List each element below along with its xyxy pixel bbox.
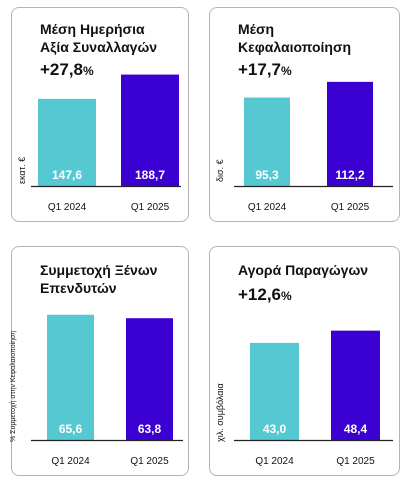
bar-value-label: 147,6 <box>52 168 82 182</box>
chart-panel-derivatives: Αγορά Παραγώγων +12,6% χιλ. συμβόλαια 43… <box>209 246 400 476</box>
bar-chart: 147,6 Q1 2024 188,7 Q1 2025 <box>31 74 181 213</box>
bar-chart: 43,0 Q1 2024 48,4 Q1 2025 <box>234 330 393 467</box>
panel-title-line1: Συμμετοχή Ξένων <box>40 262 158 278</box>
bar-q1-2024 <box>47 314 94 440</box>
bar-q1-2024 <box>244 97 290 186</box>
panel-title: Μέση Ημερήσια Αξία Συναλλαγών <box>40 20 157 56</box>
bar-value-label: 48,4 <box>344 422 368 436</box>
category-label: Q1 2024 <box>48 202 87 213</box>
change-value: +17,7 <box>238 60 282 79</box>
bar-q1-2025 <box>126 318 173 440</box>
bar-q1-2025 <box>327 81 373 186</box>
change-unit: % <box>281 64 292 78</box>
panel-title: Μέση Κεφαλαιοποίηση <box>238 20 351 56</box>
panel-title-line1: Μέση Ημερήσια <box>40 21 145 37</box>
panel-title-line1: Αγορά Παραγώγων <box>238 262 369 278</box>
change-percent: +17,7% <box>238 60 292 81</box>
bar-value-label: 188,7 <box>135 168 165 182</box>
change-unit: % <box>281 289 292 303</box>
chart-panel-market-cap: Μέση Κεφαλαιοποίηση +17,7% δισ. € 95,3 Q1… <box>209 7 400 222</box>
category-label: Q1 2024 <box>51 456 90 467</box>
chart-panel-foreign-investors: Συμμετοχή Ξένων Επενδυτών % Συμμετοχή στ… <box>10 246 189 476</box>
panel-title-line2: Κεφαλαιοποίηση <box>238 39 352 55</box>
category-label: Q1 2025 <box>131 202 170 213</box>
change-value: +12,6 <box>238 285 282 304</box>
change-unit: % <box>83 64 94 78</box>
bar-chart: 95,3 Q1 2024 112,2 Q1 2025 <box>234 81 393 213</box>
category-label: Q1 2025 <box>336 456 375 467</box>
category-label: Q1 2025 <box>331 202 370 213</box>
bar-chart: 65,6 Q1 2024 63,8 Q1 2025 <box>31 314 183 467</box>
chart-panel-daily-value: Μέση Ημερήσια Αξία Συναλλαγών +27,8% εκα… <box>11 7 189 222</box>
bar-value-label: 95,3 <box>255 168 279 182</box>
panel-title: Αγορά Παραγώγων <box>238 261 368 279</box>
change-value: +27,8 <box>40 60 84 79</box>
bar-q1-2024 <box>38 98 96 186</box>
bar-value-label: 65,6 <box>59 422 83 436</box>
change-percent: +12,6% <box>238 285 292 306</box>
bar-value-label: 63,8 <box>138 422 162 436</box>
category-label: Q1 2024 <box>248 202 287 213</box>
panel-title-line2: Αξία Συναλλαγών <box>40 39 158 55</box>
change-percent: +27,8% <box>40 60 94 81</box>
bar-value-label: 112,2 <box>335 168 365 182</box>
panel-title: Συμμετοχή Ξένων Επενδυτών <box>40 261 157 297</box>
bar-q1-2024 <box>250 342 299 440</box>
panel-title-line2: Επενδυτών <box>40 280 117 296</box>
bar-q1-2025 <box>121 74 179 186</box>
category-label: Q1 2025 <box>130 456 169 467</box>
panel-title-line1: Μέση <box>238 21 275 37</box>
category-label: Q1 2024 <box>255 456 294 467</box>
bar-value-label: 43,0 <box>263 422 287 436</box>
bar-q1-2025 <box>331 330 380 440</box>
